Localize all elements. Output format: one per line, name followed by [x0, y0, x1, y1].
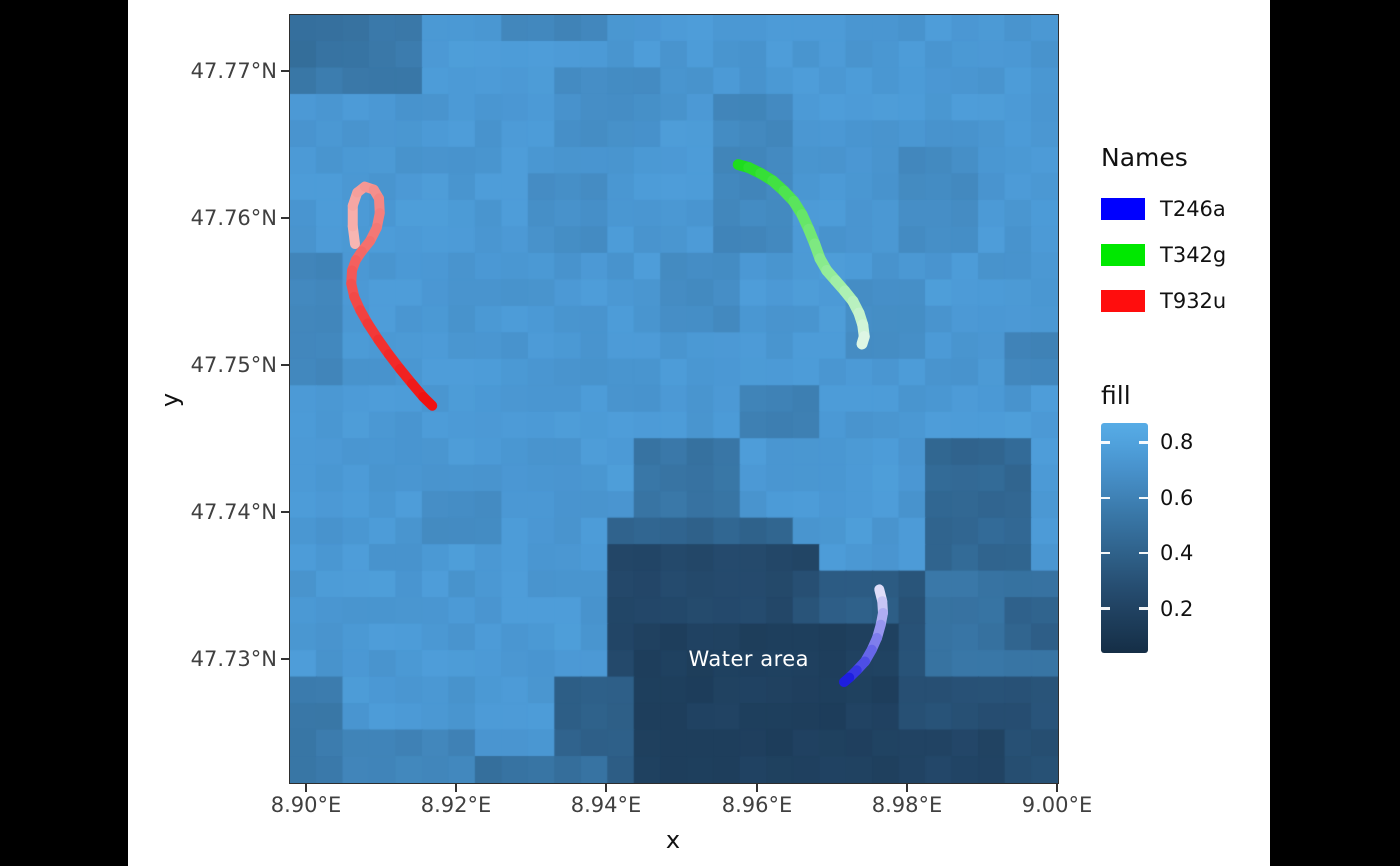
- legend-fill-title: fill: [1101, 381, 1131, 410]
- x-tick-mark: [305, 784, 307, 792]
- map-panel: Water area: [289, 14, 1059, 784]
- x-tick-mark: [455, 784, 457, 792]
- x-tick-mark: [756, 784, 758, 792]
- water-area-label: Water area: [688, 646, 810, 671]
- y-tick-mark: [281, 658, 289, 660]
- y-tick-mark: [281, 70, 289, 72]
- y-axis-title: y: [156, 392, 184, 408]
- raster-layer: [290, 15, 1058, 783]
- y-tick-label: 47.74°N: [190, 500, 277, 524]
- legend-label-T932u: T932u: [1160, 289, 1227, 313]
- colorbar-tick: [1139, 607, 1148, 610]
- track-T246a: [839, 584, 888, 688]
- legend-names-title: Names: [1101, 143, 1188, 172]
- colorbar-label: 0.8: [1160, 430, 1194, 455]
- y-tick-label: 47.75°N: [190, 353, 277, 377]
- y-tick-mark: [281, 511, 289, 513]
- x-tick-mark: [605, 784, 607, 792]
- colorbar-label: 0.4: [1160, 541, 1194, 566]
- legend-swatch-T932u: [1101, 290, 1145, 312]
- colorbar-tick: [1139, 496, 1148, 500]
- y-tick-mark: [281, 217, 289, 219]
- track-T932u: [346, 181, 438, 411]
- x-tick-label: 9.00°E: [1021, 793, 1093, 817]
- colorbar-tick: [1101, 441, 1110, 444]
- x-tick-mark: [906, 784, 908, 792]
- x-tick-label: 8.96°E: [721, 793, 793, 817]
- colorbar-label: 0.2: [1160, 596, 1194, 621]
- legend-swatch-T246a: [1101, 198, 1145, 220]
- y-tick-label: 47.77°N: [190, 59, 277, 83]
- legend-label-T342g: T342g: [1160, 243, 1227, 267]
- y-tick-mark: [281, 364, 289, 366]
- legend-swatch-T342g: [1101, 244, 1145, 266]
- x-tick-label: 8.90°E: [270, 793, 342, 817]
- y-tick-label: 47.76°N: [190, 206, 277, 230]
- fill-colorbar: [1101, 423, 1148, 653]
- colorbar-tick: [1139, 551, 1148, 555]
- colorbar-tick: [1101, 551, 1110, 555]
- track-T342g: [732, 159, 870, 350]
- x-tick-label: 8.92°E: [420, 793, 492, 817]
- legend-label-T246a: T246a: [1160, 197, 1226, 221]
- x-tick-mark: [1056, 784, 1058, 792]
- colorbar-tick: [1101, 496, 1110, 500]
- y-tick-label: 47.73°N: [190, 647, 277, 671]
- x-tick-label: 8.94°E: [570, 793, 642, 817]
- x-axis-title: x: [665, 826, 681, 854]
- colorbar-tick: [1101, 607, 1110, 610]
- tracks-layer: [346, 159, 888, 688]
- x-tick-label: 8.98°E: [871, 793, 943, 817]
- colorbar-tick: [1139, 441, 1148, 444]
- colorbar-label: 0.6: [1160, 485, 1194, 510]
